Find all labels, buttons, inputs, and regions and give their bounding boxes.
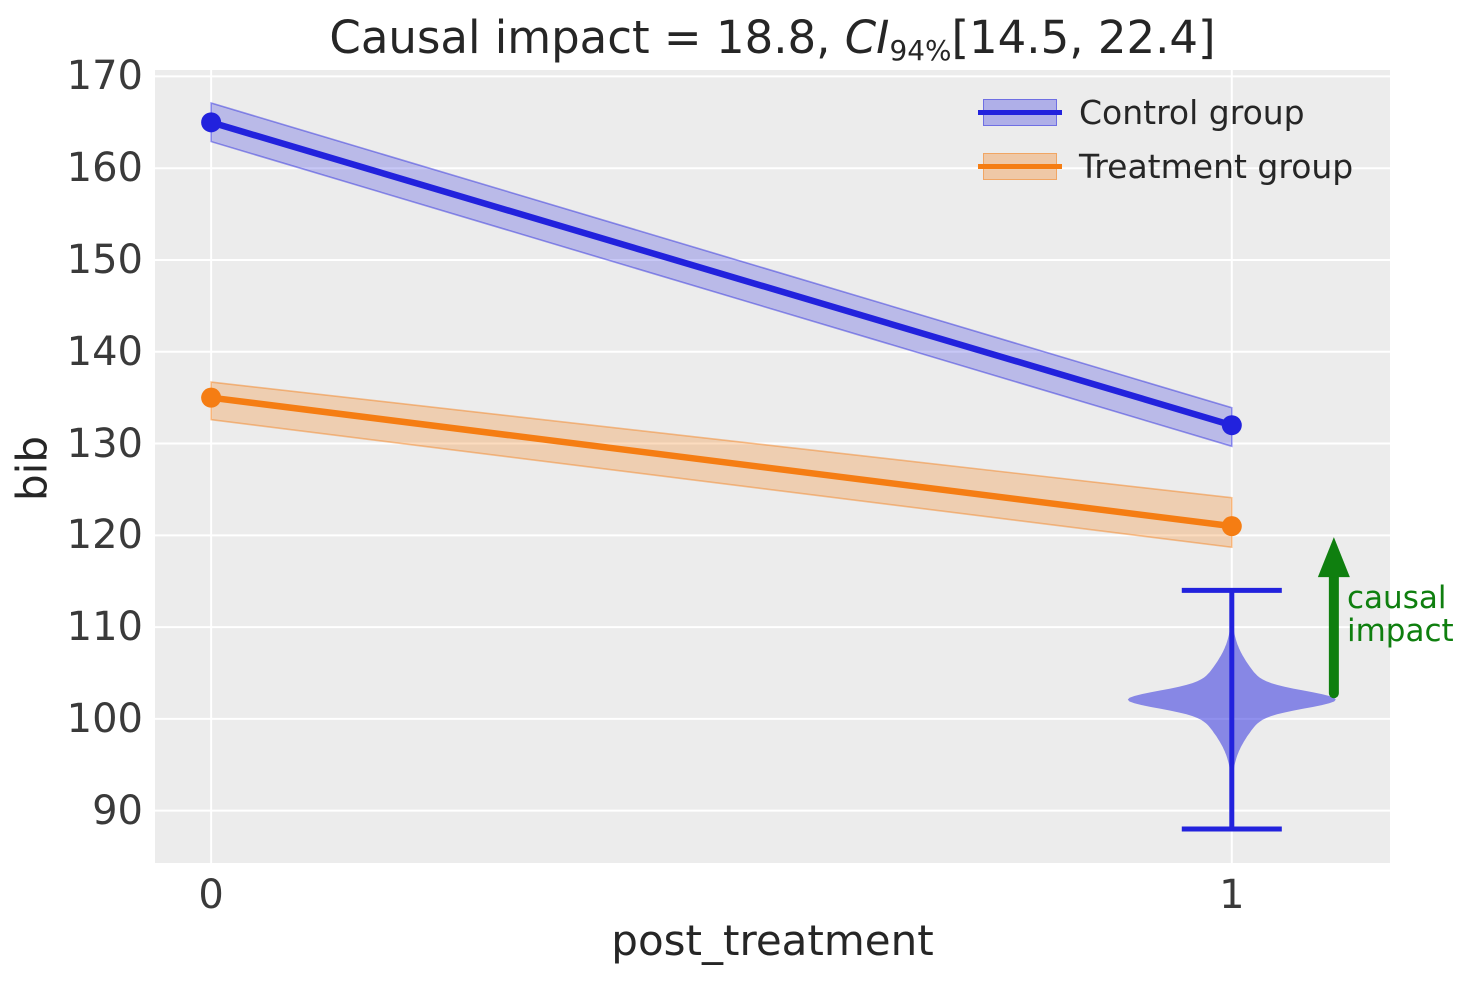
legend-item-control: Control group xyxy=(978,90,1353,135)
x-tick-label: 1 xyxy=(1219,872,1245,918)
treatment-point xyxy=(201,387,222,408)
control-line-swatch xyxy=(978,110,1062,115)
x-tick-label: 0 xyxy=(198,872,224,918)
causal-impact-arrow-head xyxy=(1317,537,1350,578)
title-ci-subscript: 94% xyxy=(889,33,952,67)
control-point xyxy=(1221,415,1242,436)
chart-title: Causal impact = 18.8, CI94%[14.5, 22.4] xyxy=(155,12,1390,67)
y-tick-label: 170 xyxy=(66,53,143,100)
legend-item-treatment: Treatment group xyxy=(978,144,1354,189)
y-tick-label: 140 xyxy=(66,328,143,375)
control-line xyxy=(207,119,1236,429)
title-prefix: Causal impact = 18.8, xyxy=(329,11,845,64)
x-axis-label: post_treatment xyxy=(611,916,934,965)
treatment-point xyxy=(1221,516,1242,537)
title-interval: [14.5, 22.4] xyxy=(951,11,1216,64)
y-tick-label: 110 xyxy=(66,604,143,651)
y-tick-label: 130 xyxy=(66,420,143,467)
treatment-swatch xyxy=(978,153,1062,180)
title-ci: CI xyxy=(844,11,890,64)
control-swatch xyxy=(978,99,1062,126)
y-tick-label: 150 xyxy=(66,236,143,283)
legend-label-treatment: Treatment group xyxy=(1079,147,1354,186)
treatment-line-swatch xyxy=(978,164,1062,169)
y-tick-label: 100 xyxy=(66,695,143,742)
y-tick-label: 160 xyxy=(66,145,143,192)
legend: Control group Treatment group xyxy=(978,90,1354,189)
y-tick-label: 90 xyxy=(92,787,143,834)
treatment-line xyxy=(207,394,1236,530)
y-tick-label: 120 xyxy=(66,512,143,559)
causal-impact-annotation: causal impact xyxy=(1347,580,1454,649)
control-point xyxy=(201,112,222,133)
legend-label-control: Control group xyxy=(1079,93,1305,132)
